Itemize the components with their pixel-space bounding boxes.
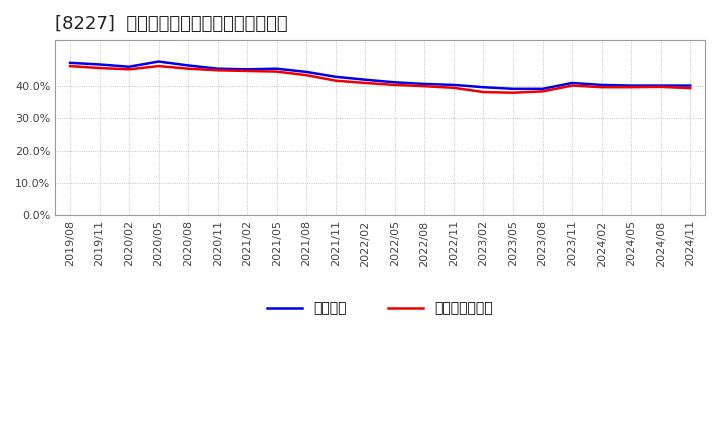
- 固定比率: [213, 66, 222, 71]
- 固定長期適合率: [627, 84, 636, 90]
- 固定比率: [539, 86, 547, 92]
- 固定比率: [686, 83, 695, 88]
- 固定長期適合率: [66, 63, 74, 69]
- 固定長期適合率: [243, 68, 251, 73]
- 固定長期適合率: [302, 73, 310, 78]
- 固定長期適合率: [213, 68, 222, 73]
- 固定長期適合率: [125, 67, 133, 72]
- Line: 固定長期適合率: 固定長期適合率: [70, 66, 690, 93]
- 固定長期適合率: [539, 89, 547, 94]
- 固定比率: [657, 83, 665, 88]
- 固定比率: [272, 66, 281, 71]
- 固定比率: [509, 86, 518, 92]
- 固定比率: [154, 59, 163, 64]
- Text: [8227]  固定比率、固定長期適合率の推移: [8227] 固定比率、固定長期適合率の推移: [55, 15, 288, 33]
- 固定長期適合率: [95, 66, 104, 71]
- 固定比率: [480, 84, 488, 90]
- 固定長期適合率: [657, 84, 665, 89]
- 固定比率: [568, 81, 577, 86]
- 固定長期適合率: [331, 78, 340, 83]
- 固定長期適合率: [598, 84, 606, 90]
- 固定比率: [95, 62, 104, 67]
- 固定比率: [361, 77, 369, 82]
- 固定長期適合率: [509, 90, 518, 95]
- 固定比率: [627, 83, 636, 88]
- 固定長期適合率: [420, 84, 428, 89]
- 固定比率: [184, 63, 192, 68]
- 固定比率: [243, 67, 251, 72]
- 固定比率: [420, 81, 428, 87]
- 固定長期適合率: [272, 69, 281, 74]
- 固定比率: [331, 74, 340, 80]
- 固定比率: [390, 80, 399, 85]
- 固定長期適合率: [449, 85, 458, 91]
- 固定比率: [125, 64, 133, 70]
- 固定比率: [598, 82, 606, 88]
- 固定長期適合率: [568, 83, 577, 88]
- Line: 固定比率: 固定比率: [70, 62, 690, 89]
- 固定長期適合率: [184, 66, 192, 71]
- 固定比率: [302, 69, 310, 74]
- 固定長期適合率: [390, 82, 399, 88]
- 固定比率: [66, 60, 74, 66]
- 固定長期適合率: [686, 85, 695, 91]
- 固定長期適合率: [480, 89, 488, 95]
- 固定長期適合率: [361, 81, 369, 86]
- 固定比率: [449, 82, 458, 88]
- Legend: 固定比率, 固定長期適合率: 固定比率, 固定長期適合率: [262, 296, 498, 321]
- 固定長期適合率: [154, 63, 163, 69]
